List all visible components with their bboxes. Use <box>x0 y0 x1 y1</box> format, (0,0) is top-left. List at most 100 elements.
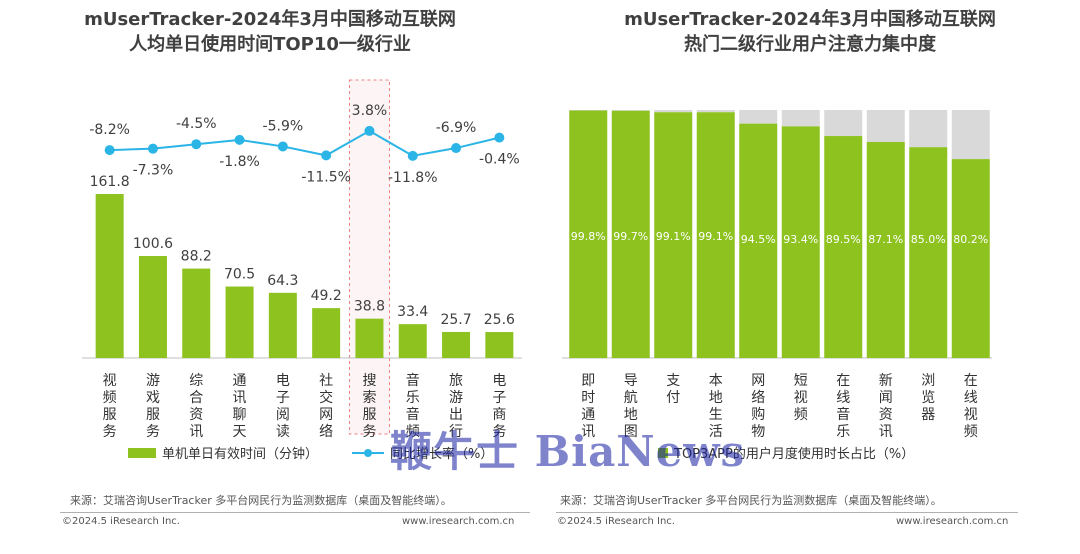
growth-point <box>147 143 158 154</box>
share-label: 80.2% <box>953 233 988 246</box>
x-tick-label: 本地生活 <box>709 373 723 440</box>
stack-bar <box>951 159 990 358</box>
bar <box>485 332 514 358</box>
growth-point <box>234 134 245 145</box>
growth-label: -11.8% <box>388 170 438 186</box>
x-tick-label: 电子阅读 <box>276 373 290 440</box>
right-website: www.iresearch.com.cn <box>896 516 1009 527</box>
bar <box>268 292 297 358</box>
bar <box>398 324 427 358</box>
share-label: 99.1% <box>656 230 691 243</box>
right-copyright: ©2024.5 iResearch Inc. <box>557 516 675 527</box>
stack-remainder <box>696 110 735 113</box>
share-label: 87.1% <box>868 233 903 246</box>
x-tick-label: 支付 <box>666 373 680 406</box>
left-source-note: 来源：艾瑞咨询UserTracker 多平台网民行为监测数据库（桌面及智能终端）… <box>70 494 452 507</box>
stack-bar <box>569 110 608 358</box>
growth-point <box>277 141 288 152</box>
bar-value-label: 25.6 <box>484 312 515 328</box>
bar-value-label: 38.8 <box>354 299 385 315</box>
right-legend-label: TOP3APP的用户月度使用时长占比（%） <box>674 447 915 462</box>
right-source-note: 来源：艾瑞咨询UserTracker 多平台网民行为监测数据库（桌面及智能终端）… <box>560 494 942 507</box>
x-tick-label: 即时通讯 <box>581 373 595 440</box>
bar-value-label: 88.2 <box>181 249 212 265</box>
growth-point <box>321 150 332 161</box>
stack-bar <box>866 141 905 358</box>
left-chart-title-line2: 人均单日使用时间TOP10一级行业 <box>129 34 411 55</box>
left-copyright: ©2024.5 iResearch Inc. <box>62 516 180 527</box>
stack-remainder <box>824 110 863 137</box>
share-label: 93.4% <box>783 233 818 246</box>
x-tick-label: 音乐音频 <box>406 372 420 440</box>
share-label: 89.5% <box>826 233 861 246</box>
left-chart-title-line1: mUserTracker-2024年3月中国移动互联网 <box>84 9 456 30</box>
x-tick-label: 通讯聊天 <box>233 373 247 440</box>
x-tick-label: 导航地图 <box>624 373 638 440</box>
left-chart-svg: 161.8 视频服务 100.6 游戏服务 88.2 综合资讯 70.5 通讯聊天 64.3 电子… <box>82 79 522 440</box>
left-chart-panel: mUserTracker-2024年3月中国移动互联网 人均单日使用时间TOP1… <box>60 9 530 527</box>
left-website: www.iresearch.com.cn <box>402 516 515 527</box>
legend-bar-swatch <box>128 447 156 458</box>
growth-point <box>407 150 418 161</box>
watermark: 鞭牛士 BiaNews <box>390 427 746 476</box>
right-chart-title-line1: mUserTracker-2024年3月中国移动互联网 <box>624 9 996 30</box>
share-label: 99.7% <box>613 230 648 243</box>
growth-point <box>494 132 505 143</box>
growth-label: -0.4% <box>479 152 520 168</box>
stack-remainder <box>951 110 990 160</box>
bar-value-label: 25.7 <box>440 312 471 328</box>
share-label: 99.1% <box>698 230 733 243</box>
stack-bar <box>739 123 778 358</box>
x-tick-label: 旅游出行 <box>449 373 463 440</box>
legend-line-label: 同比增长率（%） <box>390 447 494 462</box>
stack-bar <box>909 147 948 358</box>
stack-bar <box>654 112 693 359</box>
growth-label: -7.3% <box>133 163 174 179</box>
growth-label: 3.8% <box>352 103 388 119</box>
right-legend-swatch <box>658 447 668 458</box>
bar <box>225 286 254 358</box>
bar-value-label: 33.4 <box>397 304 428 320</box>
x-tick-label: 短视频 <box>794 373 808 423</box>
stack-remainder <box>611 110 650 111</box>
right-chart-title-line2: 热门二级行业用户注意力集中度 <box>684 34 936 55</box>
left-legend-bar: 单机单日有效时间（分钟） <box>128 443 318 462</box>
growth-label: -4.5% <box>176 116 217 132</box>
stack-bar <box>781 126 820 358</box>
x-tick-label: 综合资讯 <box>189 373 203 440</box>
right-chart-panel: mUserTracker-2024年3月中国移动互联网 热门二级行业用户注意力集… <box>540 0 1080 554</box>
bar-value-label: 64.3 <box>267 273 298 289</box>
stack-remainder <box>781 110 820 127</box>
bar-value-label: 49.2 <box>311 288 342 304</box>
growth-label: -8.2% <box>89 122 130 138</box>
growth-point <box>451 143 462 154</box>
legend-bar-label: 单机单日有效时间（分钟） <box>162 447 319 462</box>
stack-bar <box>611 110 650 358</box>
right-chart-svg: 99.8% 即时通讯 99.7% 导航地图 99.1% 支付 99.1% 本地生活 94.5% 网… <box>562 110 992 440</box>
x-tick-label: 浏览器 <box>921 373 935 423</box>
stack-remainder <box>909 110 948 148</box>
growth-label: -1.8% <box>219 154 260 170</box>
growth-label: -6.9% <box>436 120 477 136</box>
stack-bar <box>696 112 735 359</box>
x-tick-label: 社交网络 <box>319 373 333 440</box>
bar <box>312 308 341 358</box>
right-footer-divider <box>556 512 1018 513</box>
bar-value-label: 161.8 <box>90 174 130 190</box>
bar-value-label: 70.5 <box>224 267 255 283</box>
x-tick-label: 网络购物 <box>751 373 765 440</box>
growth-point <box>364 125 375 136</box>
left-legend-line: 同比增长率（%） <box>352 443 493 462</box>
share-label: 94.5% <box>741 233 776 246</box>
x-tick-label: 视频服务 <box>103 373 117 440</box>
bar <box>182 268 211 358</box>
x-tick-label: 在线音乐 <box>836 373 850 440</box>
growth-line <box>109 129 500 157</box>
share-label: 99.8% <box>571 230 606 243</box>
x-tick-label: 游戏服务 <box>146 373 160 440</box>
bar <box>138 256 167 358</box>
growth-label: -11.5% <box>301 169 351 185</box>
bar <box>95 194 124 358</box>
x-tick-label: 搜索服务 <box>362 373 376 440</box>
growth-point <box>191 139 202 150</box>
